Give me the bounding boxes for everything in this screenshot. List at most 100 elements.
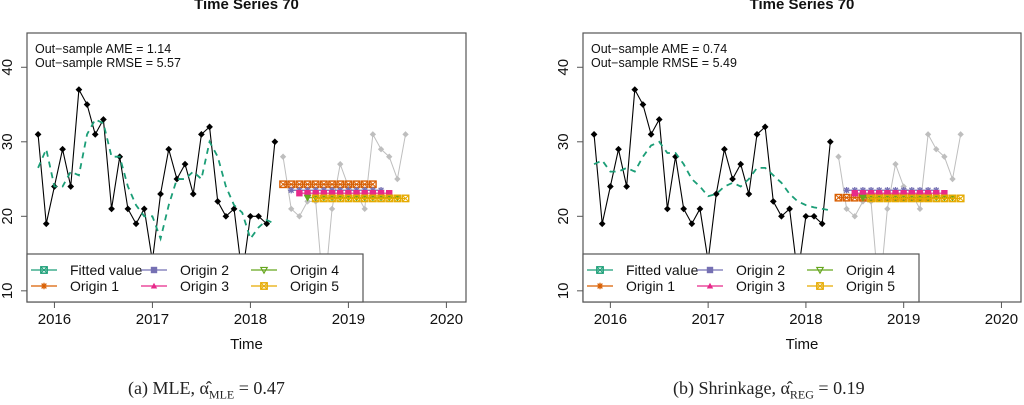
actual-point: [680, 205, 688, 213]
forecast-point-origin-3: [296, 190, 303, 197]
panel-b: Time Series 70 10 20 30 40 2016 2017 2018 2019 20…: [555, 0, 1022, 353]
holdout-point: [296, 213, 303, 220]
y-tick-label: 10: [0, 282, 16, 299]
actual-point: [729, 175, 736, 183]
legend-label: Origin 4: [846, 262, 895, 278]
actual-point: [67, 183, 75, 190]
actual-point: [124, 205, 132, 213]
caption-a-suffix: = 0.47: [234, 378, 285, 398]
actual-point: [696, 205, 704, 213]
holdout-point: [949, 175, 956, 183]
holdout-point: [892, 160, 899, 168]
legend-swatch-marker-x: [40, 266, 48, 274]
annotation-2: Out−sample RMSE = 5.57: [35, 56, 181, 70]
forecast-point-origin-2: [288, 187, 295, 194]
forecast-point-origin-1-x: [279, 180, 287, 188]
actual-point: [271, 138, 279, 146]
forecast-point-origin-3: [337, 190, 344, 197]
actual-point: [631, 86, 639, 93]
caption-b: (b) Shrinkage, α̂REG = 0.19: [673, 378, 865, 403]
forecast-point-origin-1-x: [369, 180, 377, 188]
actual-point: [639, 101, 647, 108]
forecast-point-origin-5-x: [369, 194, 377, 202]
legend-swatch-marker-x: [596, 266, 604, 274]
forecast-point-origin-5-x: [401, 194, 410, 202]
y-tick-label: 20: [555, 208, 572, 225]
forecast-point-origin-5-x: [328, 194, 336, 202]
legend-item-origin-1: Origin 1: [587, 278, 675, 294]
legend-swatch-marker: [260, 282, 268, 290]
legend-label: Origin 2: [736, 262, 785, 278]
forecast-point-origin-5: [385, 194, 394, 203]
actual-point: [721, 145, 728, 153]
legend-box: [582, 253, 920, 303]
actual-point: [647, 130, 655, 138]
forecast-point-origin-5-x: [916, 194, 924, 202]
forecast-point-origin-3: [369, 190, 377, 197]
legend-item-origin-3: Origin 3: [141, 278, 229, 294]
x-axis-label: Time: [230, 336, 263, 353]
legend-item-origin-2: Origin 2: [697, 262, 785, 278]
legend-swatch-marker: [706, 282, 714, 289]
forecast-point-origin-3: [892, 190, 899, 197]
forecast-point-origin-5: [867, 194, 875, 203]
forecast-point-origin-5-x: [361, 194, 369, 202]
legend-swatch-marker: [150, 282, 158, 289]
forecast-point-origin-3: [933, 190, 940, 197]
forecast-point-origin-5-x: [336, 194, 344, 202]
actual-point: [818, 220, 826, 228]
legend-item-origin-1: Origin 1: [31, 278, 119, 294]
fitted-line: [37, 118, 276, 242]
forecast-point-origin-5-x: [908, 194, 916, 202]
holdout-line: [837, 132, 962, 299]
forecast-point-origin-1-x: [320, 180, 328, 188]
forecast-point-origin-5: [899, 194, 908, 203]
forecast-point-origin-5: [344, 194, 353, 203]
actual-point: [615, 145, 622, 153]
forecast-point-origin-5-x: [932, 194, 940, 202]
forecast-point-origin-4: [303, 194, 312, 202]
x-tick-label: 2016: [38, 311, 71, 328]
x-tick-label: 2019: [332, 311, 365, 328]
legend-label: Origin 3: [736, 278, 785, 294]
actual-point: [189, 190, 197, 198]
forecast-point-origin-3: [361, 190, 368, 197]
actual-point: [606, 183, 614, 190]
forecast-point-origin-5: [940, 194, 949, 203]
holdout-point: [402, 131, 409, 138]
actual-point: [753, 130, 761, 138]
forecast-point-origin-5: [360, 194, 369, 203]
legend-label: Origin 4: [290, 262, 339, 278]
forecast-point-origin-4: [859, 194, 867, 202]
legend-label: Fitted value: [626, 262, 699, 278]
caption-a-sub: MLE: [208, 387, 235, 402]
holdout-point: [957, 131, 964, 138]
legend-swatch-marker-x: [816, 282, 824, 290]
forecast-point-origin-5-x: [875, 194, 883, 202]
holdout-point: [916, 205, 924, 213]
x-tick-label: 2018: [789, 311, 822, 328]
forecast-point-origin-1-x: [303, 180, 312, 188]
forecast-point-origin-5-x: [891, 194, 900, 202]
forecast-point-origin-3: [924, 190, 932, 197]
legend-label: Origin 1: [626, 278, 675, 294]
actual-point: [59, 145, 66, 153]
actual-point: [826, 138, 834, 146]
forecast-point-origin-5-x: [312, 194, 320, 202]
legend-item-fitted-value: Fitted value: [587, 262, 699, 278]
forecast-point-origin-1: [279, 180, 287, 189]
actual-point: [802, 212, 810, 220]
x-tick-label: 2018: [234, 311, 267, 328]
holdout-point: [279, 153, 287, 160]
actual-point: [786, 205, 793, 213]
actual-point: [34, 130, 42, 138]
holdout-point: [386, 153, 393, 160]
forecast-point-origin-3: [304, 190, 311, 197]
legend-label: Origin 5: [290, 278, 339, 294]
forecast-point-origin-3: [312, 190, 319, 197]
forecast-point-origin-1-x: [352, 180, 361, 188]
holdout-point: [924, 131, 932, 138]
actual-point: [737, 160, 745, 168]
forecast-point-origin-5: [352, 194, 361, 203]
